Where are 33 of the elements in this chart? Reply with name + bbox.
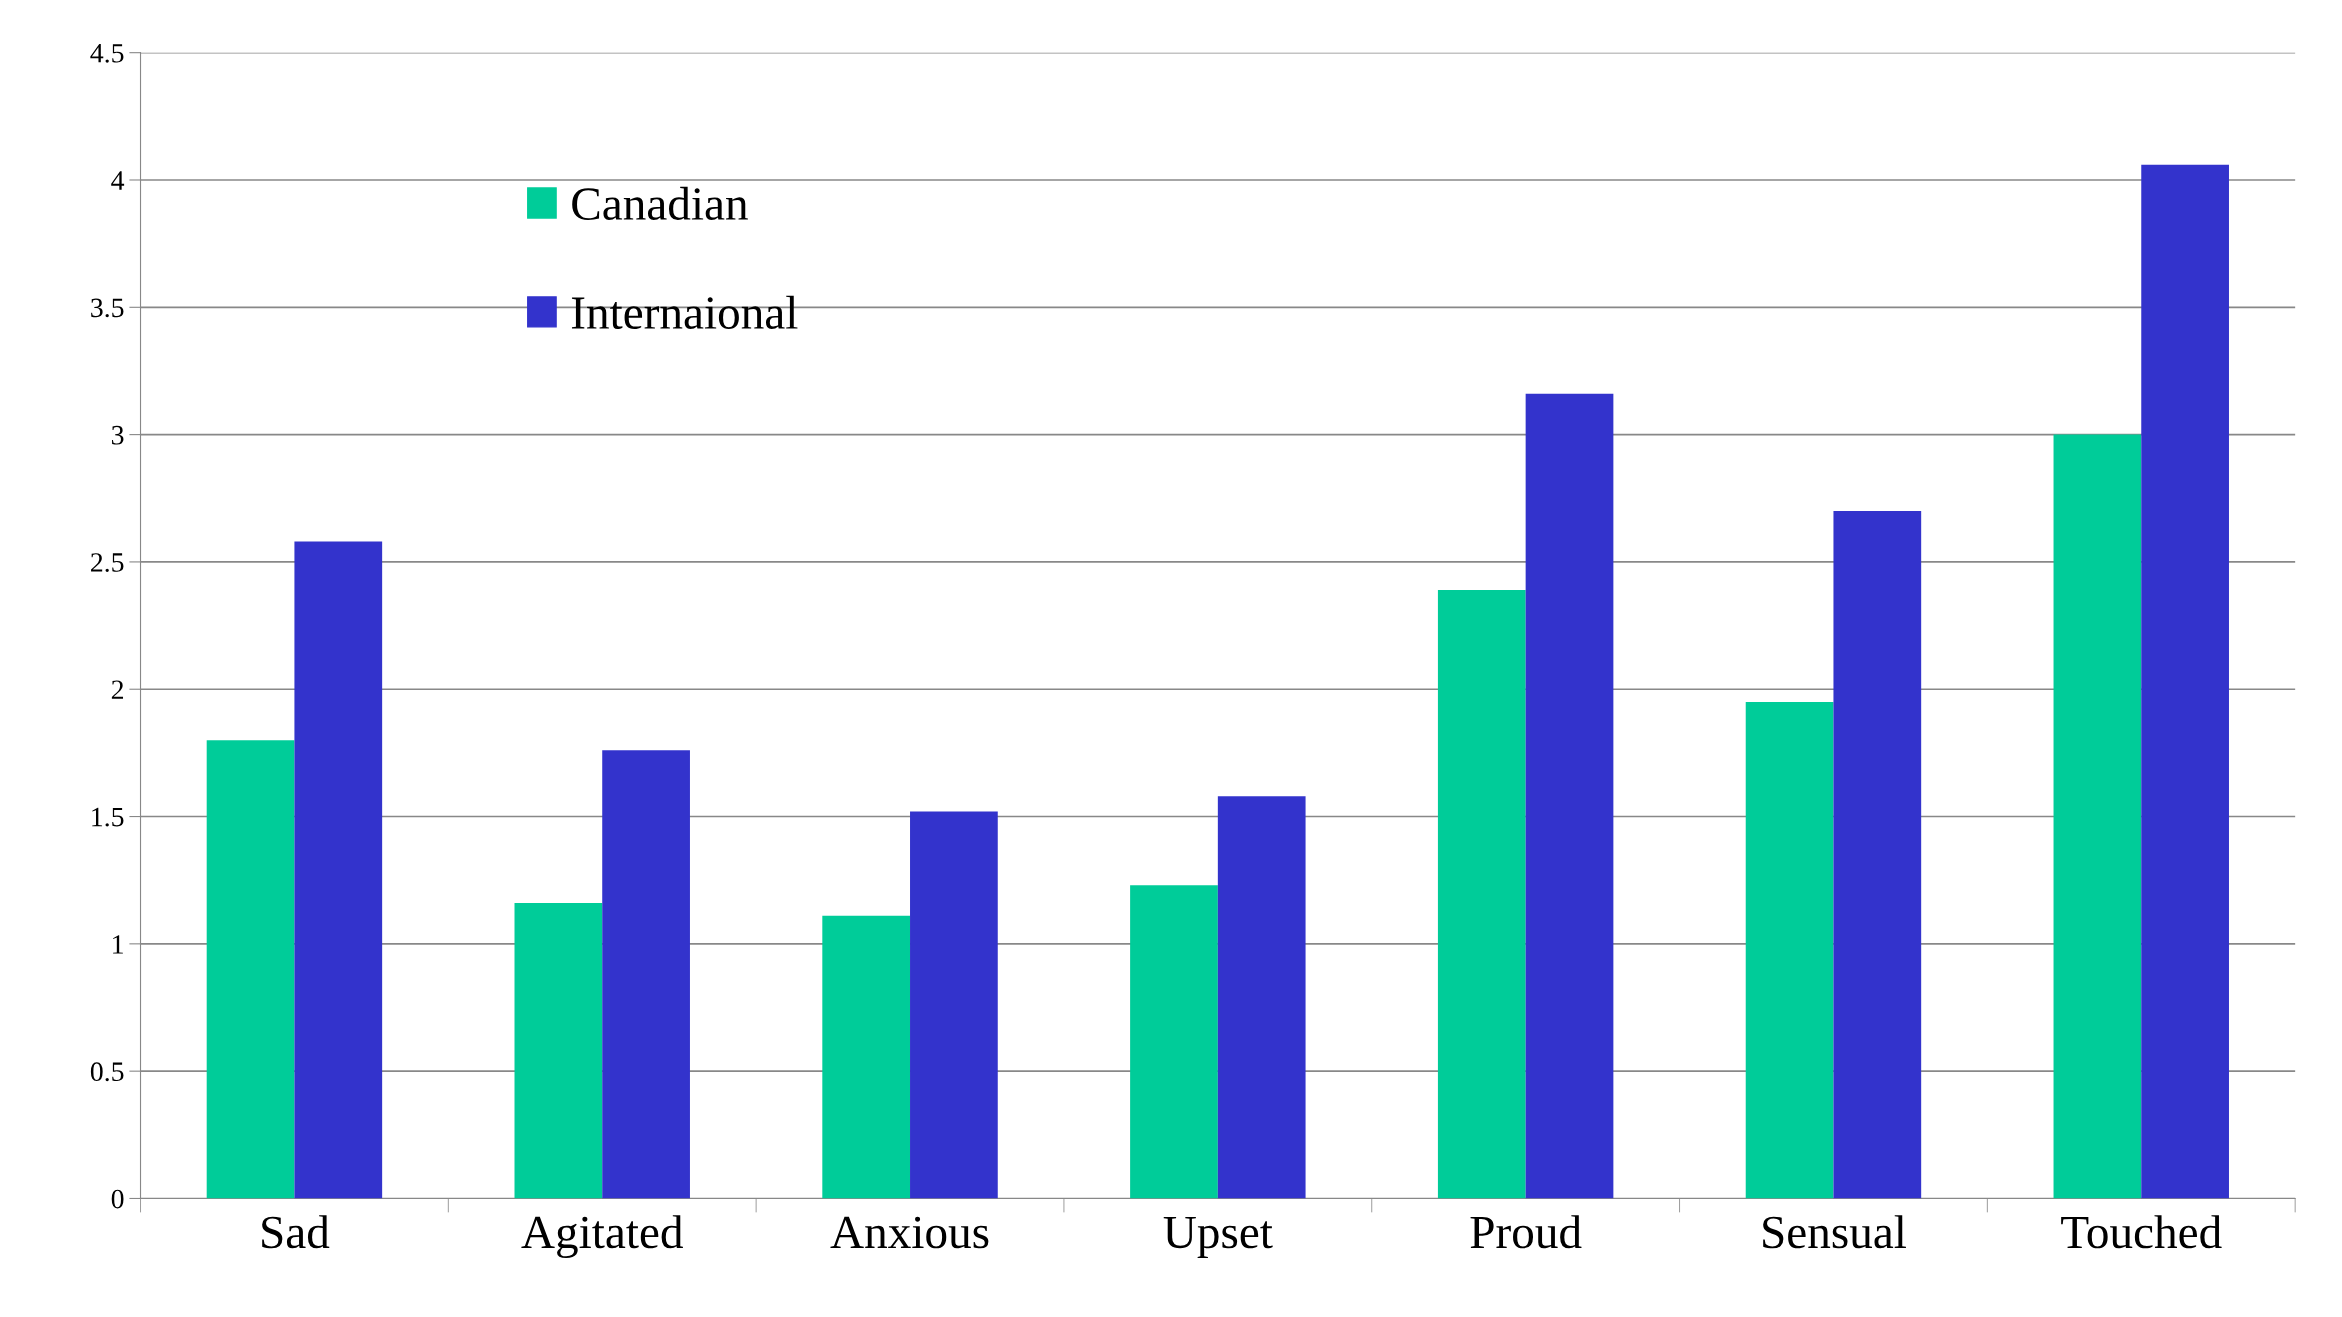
bar (602, 750, 690, 1199)
x-tick-label: Agitated (521, 1215, 683, 1259)
y-tick-label: 2.5 (91, 553, 124, 572)
y-tick-label: 0 (111, 1189, 124, 1209)
bar (1437, 589, 1526, 1199)
x-tick-label: Proud (1470, 1215, 1582, 1249)
y-tick-label: 4.5 (90, 44, 124, 63)
x-tick-label: Touched (2061, 1215, 2222, 1249)
y-tick-label: 4 (111, 171, 125, 190)
bar (1525, 393, 1614, 1199)
x-tick-label: Upset (1163, 1216, 1273, 1258)
bar (2141, 164, 2229, 1199)
bar (206, 740, 295, 1199)
bar (1833, 511, 1922, 1199)
legend-label: Canadian (572, 186, 748, 221)
y-tick-label: 1.5 (92, 807, 124, 827)
y-tick-label: 2 (111, 680, 124, 699)
x-tick-label: Sensual (1763, 1215, 1906, 1249)
x-tick-label: Anxious (830, 1216, 989, 1249)
bar (910, 811, 998, 1199)
bar (294, 541, 383, 1199)
x-tick-label: Sad (262, 1215, 330, 1249)
bar (1745, 701, 1834, 1199)
y-tick-label: 3 (111, 425, 124, 445)
legend-label: Internaional (571, 295, 798, 330)
y-tick-label: 0.5 (90, 1062, 124, 1082)
y-tick-label: 3.5 (91, 298, 124, 318)
bar (514, 903, 603, 1199)
bar (1217, 796, 1306, 1199)
bar (1130, 885, 1218, 1199)
y-tick-label: 1 (113, 935, 123, 954)
bar (822, 915, 911, 1199)
bar (2053, 434, 2142, 1199)
